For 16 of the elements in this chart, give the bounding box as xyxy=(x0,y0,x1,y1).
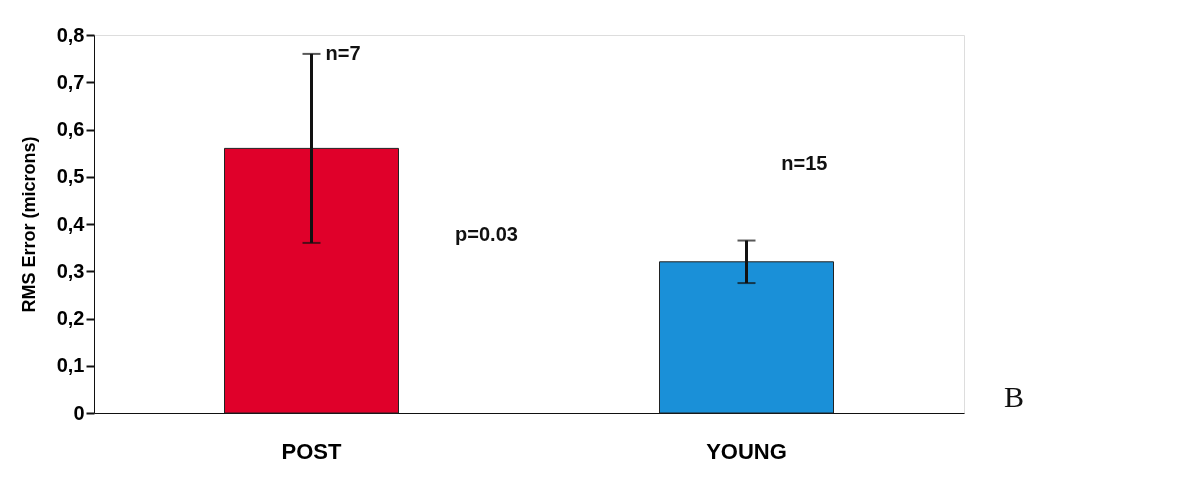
y-tick-label: 0,7 xyxy=(56,70,85,93)
x-tick-label: POST xyxy=(281,438,343,464)
y-tick-label: 0,4 xyxy=(56,212,86,235)
y-tick-label: 0,5 xyxy=(56,165,85,188)
annotation: p=0.03 xyxy=(455,223,518,246)
text: B xyxy=(1004,379,1025,413)
x-tick-label: YOUNG xyxy=(706,438,787,464)
y-tick-label: 0 xyxy=(73,401,85,424)
annotation: n=15 xyxy=(781,151,828,174)
y-tick-label: 0,1 xyxy=(56,354,85,377)
y-tick-label: 0,6 xyxy=(56,118,85,140)
y-tick-label: 0,2 xyxy=(56,307,85,329)
y-tick-label: 0,3 xyxy=(56,259,85,282)
y-tick-label: 0,8 xyxy=(56,23,85,46)
y-axis-title: RMS Error (microns) xyxy=(18,136,39,313)
annotation: n=7 xyxy=(325,41,361,64)
